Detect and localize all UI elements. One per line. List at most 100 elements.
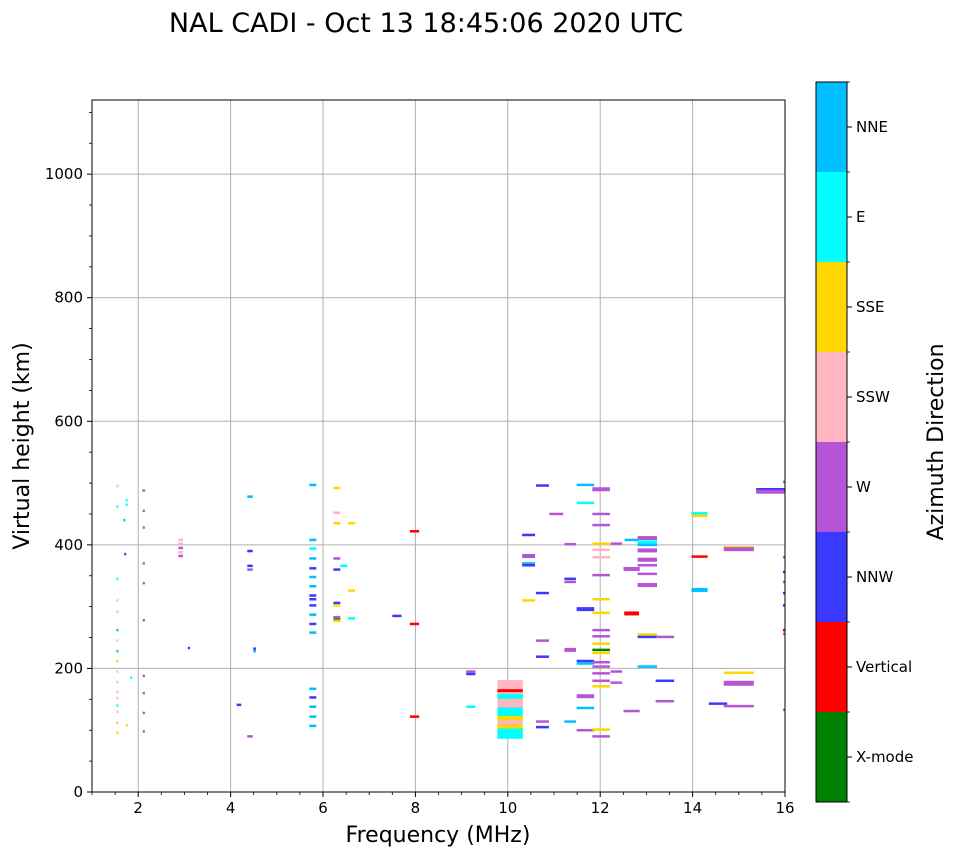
x-tick-label: 10: [498, 799, 517, 817]
echo-point: [655, 699, 675, 703]
echo-point: [178, 538, 184, 542]
echo-point: [333, 604, 341, 607]
echo-point: [348, 521, 356, 525]
echo-point: [592, 728, 610, 731]
echo-point: [116, 721, 119, 725]
echo-point: [623, 709, 640, 713]
echo-point: [655, 679, 675, 683]
echo-point: [756, 489, 785, 494]
echo-point: [624, 611, 640, 616]
echo-point: [549, 512, 564, 516]
echo-point: [142, 581, 145, 585]
echo-point: [782, 628, 785, 632]
echo-point: [592, 523, 610, 527]
echo-point: [592, 611, 610, 615]
x-tick-label: 8: [411, 799, 421, 817]
colorbar-label: SSE: [856, 298, 885, 316]
echo-point: [756, 488, 785, 491]
echo-point: [782, 708, 785, 712]
echo-point: [637, 557, 658, 562]
echo-point: [637, 548, 658, 553]
x-axis-label: Frequency (MHz): [346, 823, 531, 848]
echo-point: [116, 649, 119, 653]
echo-point: [637, 665, 658, 668]
echo-point: [178, 546, 184, 550]
echo-point: [723, 671, 754, 675]
echo-point: [142, 618, 145, 622]
colorbar-label: X-mode: [856, 748, 913, 766]
echo-point: [392, 614, 402, 618]
grid-lines: [92, 100, 785, 792]
echo-point: [610, 681, 623, 684]
echo-point: [576, 483, 595, 487]
echo-point: [309, 594, 317, 597]
echo-point: [522, 533, 536, 537]
echo-point: [116, 610, 119, 613]
echo-point: [592, 597, 610, 601]
echo-point: [466, 670, 476, 673]
echo-point: [576, 607, 595, 612]
colorbar-segment: [816, 172, 847, 262]
echo-point: [348, 589, 356, 592]
echo-point: [708, 702, 728, 705]
echo-point: [723, 680, 754, 686]
echo-point: [592, 648, 610, 652]
echo-point: [116, 680, 119, 684]
echo-point: [178, 551, 184, 554]
echo-point: [592, 548, 610, 552]
echo-point: [522, 599, 536, 602]
colorbar-label: SSW: [856, 388, 890, 406]
echo-point: [564, 580, 576, 584]
echo-point: [576, 659, 595, 663]
echo-point: [333, 568, 341, 571]
echo-point: [522, 553, 536, 558]
colorbar-label: Vertical: [856, 658, 912, 676]
echo-point: [564, 542, 576, 546]
echo-point: [116, 731, 119, 734]
echo-point: [125, 499, 128, 502]
echo-point: [309, 597, 317, 601]
echo-point: [522, 562, 536, 565]
x-tick-label: 6: [318, 799, 328, 817]
echo-point: [116, 577, 119, 581]
echo-point: [333, 619, 341, 623]
data-marks: [116, 480, 785, 739]
echo-point: [116, 628, 119, 632]
echo-point: [333, 557, 341, 560]
echo-point: [592, 685, 610, 688]
y-axis-ticks: 0 200 400 600 800 1000: [45, 111, 92, 801]
echo-point: [142, 711, 145, 715]
echo-point: [116, 710, 119, 713]
echo-point: [497, 715, 523, 721]
colorbar-segment: [816, 82, 847, 172]
echo-point: [309, 547, 317, 550]
echo-point: [466, 705, 476, 708]
colorbar-title: Azimuth Direction: [924, 343, 949, 540]
echo-point: [247, 564, 253, 568]
echo-point: [592, 487, 610, 492]
echo-point: [333, 511, 341, 514]
echo-point: [637, 536, 658, 541]
echo-point: [309, 622, 317, 626]
echo-point: [125, 724, 128, 727]
x-tick-label: 14: [683, 799, 702, 817]
echo-point: [592, 542, 610, 545]
echo-point: [309, 575, 317, 579]
echo-point: [187, 646, 191, 650]
colorbar-label: NNE: [856, 118, 888, 136]
colorbar-segment: [816, 352, 847, 442]
echo-point: [409, 622, 420, 626]
colorbar-segment: [816, 532, 847, 622]
colorbar-label: W: [856, 478, 871, 496]
echo-point: [253, 647, 257, 650]
echo-point: [309, 696, 317, 699]
echo-point: [178, 542, 184, 545]
echo-point: [253, 649, 257, 653]
echo-point: [782, 591, 785, 595]
echo-point: [236, 703, 242, 707]
x-tick-label: 2: [133, 799, 143, 817]
echo-point: [497, 703, 523, 710]
echo-point: [116, 696, 119, 700]
colorbar-label: E: [856, 208, 865, 226]
echo-point: [691, 512, 708, 515]
